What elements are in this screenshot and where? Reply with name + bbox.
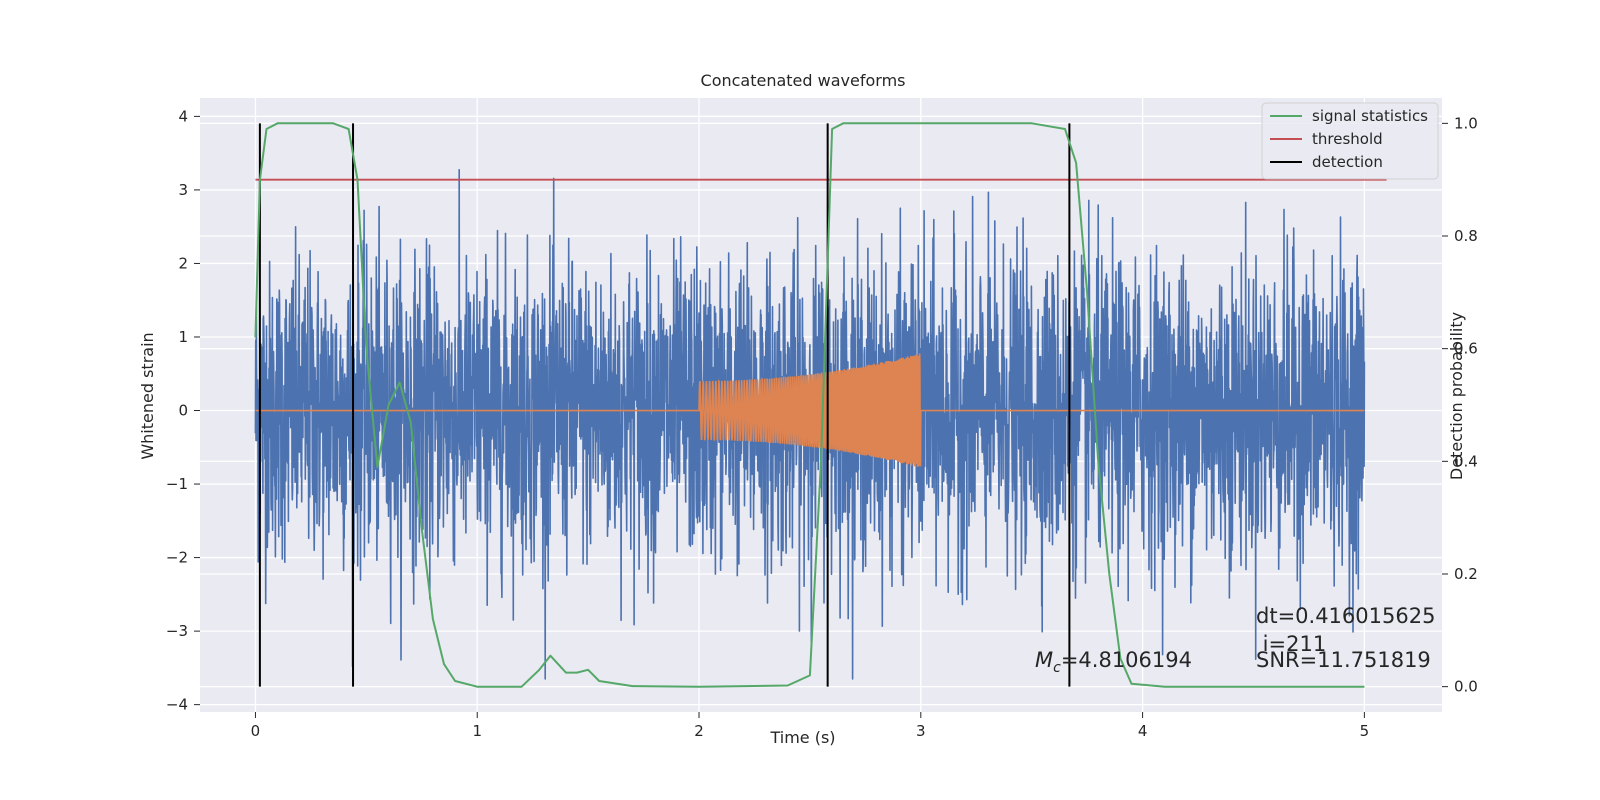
chirp-mass-symbol: M	[1035, 648, 1053, 672]
y-tick-label: −2	[166, 549, 188, 567]
legend-box	[1261, 102, 1439, 180]
noise-line	[254, 168, 1366, 680]
y2-tick-label: 0.6	[1454, 340, 1478, 358]
chirp-mass-annotation: Mc=4.8106194	[1035, 648, 1192, 676]
legend: signal statistics threshold detection	[1261, 102, 1439, 180]
y2-tick-label: 0.2	[1454, 565, 1478, 583]
y-tick-label: −3	[166, 622, 188, 640]
legend-label-detection: detection	[1312, 153, 1383, 171]
y-axis-label: Whitened strain	[138, 332, 157, 459]
detection-series	[258, 123, 1071, 687]
chirp-mass-subscript: c	[1053, 660, 1061, 676]
dt-annotation: dt=0.416015625	[1256, 604, 1435, 628]
y-tick-label: 2	[178, 254, 188, 272]
x-tick-label: 1	[472, 722, 482, 740]
signal-statistics-series	[254, 122, 1365, 688]
y-tick-label: 3	[178, 181, 188, 199]
y2-tick-label: 0.4	[1454, 452, 1478, 470]
chart-title: Concatenated waveforms	[701, 71, 906, 90]
injection-series	[255, 353, 1365, 467]
y-axis-left: −4 −3 −2 −1 0 1 2 3 4	[166, 107, 200, 714]
y-tick-label: −4	[166, 696, 188, 714]
y2-tick-label: 0.8	[1454, 227, 1478, 245]
y2-tick-label: 0.0	[1454, 678, 1478, 696]
y-tick-label: 0	[178, 402, 188, 420]
noise-series	[254, 168, 1366, 680]
legend-label-signal-statistics: signal statistics	[1312, 107, 1428, 125]
y2-axis-label: Detection probability	[1447, 312, 1466, 480]
x-tick-label: 4	[1138, 722, 1148, 740]
y-tick-label: 4	[178, 107, 188, 125]
x-tick-label: 2	[694, 722, 704, 740]
y-axis-right: 0.0 0.2 0.4 0.6 0.8 1.0	[1442, 114, 1478, 696]
y2-tick-label: 1.0	[1454, 114, 1478, 132]
signal-statistics-line	[254, 122, 1365, 688]
snr-annotation: SNR=11.751819	[1256, 648, 1431, 672]
x-tick-label: 5	[1360, 722, 1370, 740]
injection-line	[255, 353, 1365, 467]
chirp-mass-value: =4.8106194	[1061, 648, 1192, 672]
x-tick-label: 0	[251, 722, 261, 740]
legend-label-threshold: threshold	[1312, 130, 1383, 148]
x-axis-label: Time (s)	[769, 728, 835, 747]
y-tick-label: −1	[166, 475, 188, 493]
index-annotation: i=211	[1256, 632, 1326, 656]
y-tick-label: 1	[178, 328, 188, 346]
x-axis: 0 1 2 3 4 5	[251, 712, 1369, 740]
x-tick-label: 3	[916, 722, 926, 740]
